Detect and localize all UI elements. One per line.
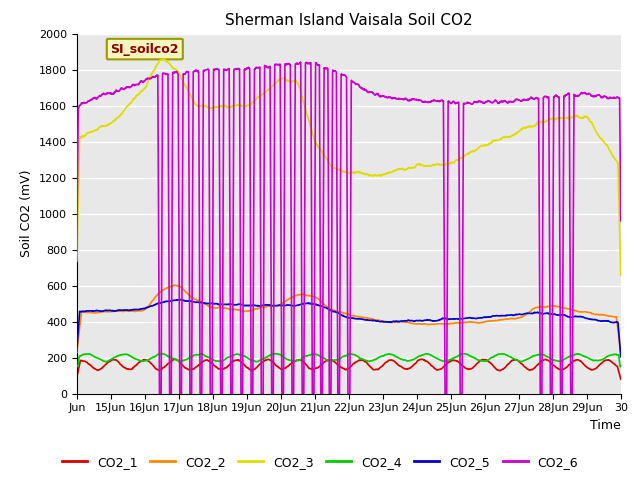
Text: SI_soilco2: SI_soilco2 [111,43,179,56]
Title: Sherman Island Vaisala Soil CO2: Sherman Island Vaisala Soil CO2 [225,13,472,28]
Legend: CO2_1, CO2_2, CO2_3, CO2_4, CO2_5, CO2_6: CO2_1, CO2_2, CO2_3, CO2_4, CO2_5, CO2_6 [57,451,583,474]
X-axis label: Time: Time [590,419,621,432]
Y-axis label: Soil CO2 (mV): Soil CO2 (mV) [20,170,33,257]
